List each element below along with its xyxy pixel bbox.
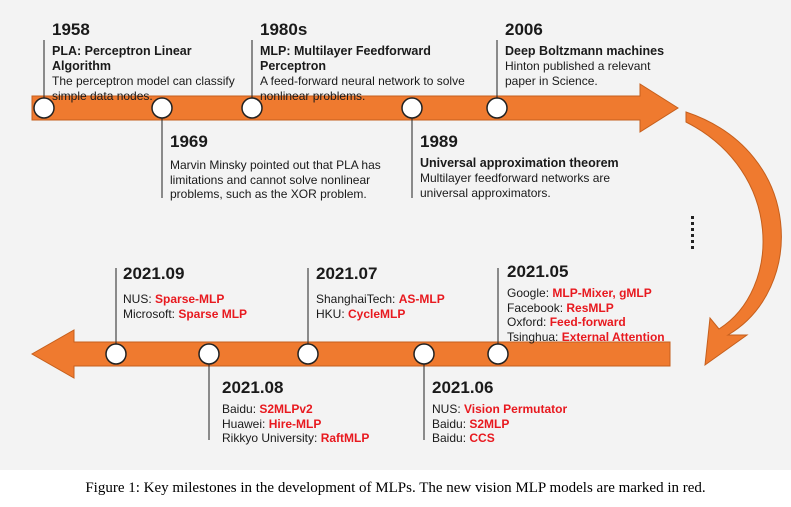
event-description-line: The perceptron model can classify xyxy=(52,74,235,88)
org-name: Google: xyxy=(507,286,553,300)
org-entry: ShanghaiTech: AS-MLP xyxy=(316,292,496,307)
event-year: 2021.06 xyxy=(432,378,494,397)
event-year: 2021.08 xyxy=(222,378,284,397)
ellipsis-icon xyxy=(691,216,694,249)
event-title: Deep Boltzmann machines xyxy=(505,44,665,58)
milestone-circle-2021-08 xyxy=(198,343,220,365)
event-2021-05: 2021.05 Google: MLP-Mixer, gMLP Facebook… xyxy=(507,262,697,344)
bottom-timeline-arrow xyxy=(30,329,671,379)
milestone-circle-1958 xyxy=(33,97,55,119)
event-year: 1958 xyxy=(52,20,90,39)
milestone-circle-2021-05 xyxy=(487,343,509,365)
event-year: 2021.07 xyxy=(316,264,378,283)
event-title: Universal approximation theorem xyxy=(420,156,619,170)
model-name: gMLP xyxy=(619,286,652,300)
model-name: RaftMLP xyxy=(320,431,370,445)
org-entry: HKU: CycleMLP xyxy=(316,307,496,322)
event-description-line: simple data nodes. xyxy=(52,88,153,103)
event-description-line: nonlinear problems. xyxy=(260,88,366,103)
event-description-line: Marvin Minsky pointed out that PLA has xyxy=(170,158,381,172)
model-name: S2MLPv2 xyxy=(259,402,313,416)
milestone-circle-2006 xyxy=(486,97,508,119)
org-name: Baidu: xyxy=(432,416,470,431)
top-timeline-arrow xyxy=(31,83,679,133)
org-name: Huawei: xyxy=(222,416,269,431)
model-name: Sparse-MLP xyxy=(155,292,225,306)
event-1980s: 1980s MLP: Multilayer Feedforward Percep… xyxy=(260,20,500,103)
model-name: MLP-Mixer xyxy=(552,286,613,300)
model-name: External Attention xyxy=(561,329,665,344)
org-entry: Oxford: Feed-forward xyxy=(507,315,697,330)
model-name: ResMLP xyxy=(566,300,614,315)
event-description-line: limitations and cannot solve nonlinear xyxy=(170,172,371,187)
org-name: HKU: xyxy=(316,306,349,321)
event-2021-09: 2021.09 NUS: Sparse-MLP Microsoft: Spars… xyxy=(123,264,303,321)
event-description-line: Multilayer feedforward networks are xyxy=(420,171,611,185)
org-entry: Huawei: Hire-MLP xyxy=(222,417,412,432)
model-name: Vision Permutator xyxy=(464,402,568,416)
figure-background xyxy=(0,0,791,470)
timeline-diagram xyxy=(0,0,791,470)
milestone-circle-1980s xyxy=(241,97,263,119)
event-title: MLP: Multilayer Feedforward Perceptron xyxy=(260,44,431,73)
org-name: Rikkyo University: xyxy=(222,431,321,445)
org-name: Baidu: xyxy=(432,431,470,445)
event-description-line: A feed-forward neural network to solve xyxy=(260,74,465,88)
event-year: 2006 xyxy=(505,20,543,39)
milestone-circle-2021-06 xyxy=(413,343,435,365)
model-name: CycleMLP xyxy=(348,306,406,321)
event-description-line: problems, such as the XOR problem. xyxy=(170,187,367,201)
event-1989: 1989 Universal approximation theorem Mul… xyxy=(420,132,630,200)
curved-connector-arrow xyxy=(685,111,782,367)
model-name: AS-MLP xyxy=(398,292,445,306)
figure-caption: Figure 1: Key milestones in the developm… xyxy=(85,480,706,496)
model-separator: , xyxy=(612,286,620,300)
milestone-circle-1969 xyxy=(151,97,173,119)
milestone-circle-1989 xyxy=(401,97,423,119)
org-entry: Baidu: S2MLP xyxy=(432,417,622,432)
event-description-line: universal approximators. xyxy=(420,185,551,200)
org-name: Facebook: xyxy=(507,300,567,315)
event-2021-06: 2021.06 NUS: Vision Permutator Baidu: S2… xyxy=(432,378,622,446)
event-year: 1969 xyxy=(170,132,208,151)
event-description-line: paper in Science. xyxy=(505,73,598,88)
event-description-line: Hinton published a relevant xyxy=(505,59,651,73)
org-entry: Microsoft: Sparse MLP xyxy=(123,307,303,322)
event-2021-08: 2021.08 Baidu: S2MLPv2 Huawei: Hire-MLP … xyxy=(222,378,412,446)
model-name: Hire-MLP xyxy=(268,416,322,431)
event-2021-07: 2021.07 ShanghaiTech: AS-MLP HKU: CycleM… xyxy=(316,264,496,321)
milestone-circle-2021-09 xyxy=(105,343,127,365)
model-name: CCS xyxy=(469,431,495,445)
org-name: Baidu: xyxy=(222,402,260,416)
event-2006: 2006 Deep Boltzmann machines Hinton publ… xyxy=(505,20,685,88)
model-name: S2MLP xyxy=(469,416,510,431)
org-name: Oxford: xyxy=(507,315,550,329)
org-name: Microsoft: xyxy=(123,306,179,321)
event-year: 1980s xyxy=(260,20,308,39)
org-entry: Baidu: CCS xyxy=(432,431,622,446)
event-title: PLA: Perceptron Linear Algorithm xyxy=(52,44,192,73)
org-name: NUS: xyxy=(432,402,465,416)
org-entry: Rikkyo University: RaftMLP xyxy=(222,431,412,446)
event-year: 1989 xyxy=(420,132,458,151)
org-entry: NUS: Sparse-MLP xyxy=(123,292,303,307)
model-name: Sparse MLP xyxy=(178,306,248,321)
event-1969: 1969 Marvin Minsky pointed out that PLA … xyxy=(170,132,410,202)
event-year: 2021.09 xyxy=(123,264,185,283)
event-1958: 1958 PLA: Perceptron Linear Algorithm Th… xyxy=(52,20,252,103)
org-entry: Google: MLP-Mixer, gMLP xyxy=(507,286,697,301)
milestone-circle-2021-07 xyxy=(297,343,319,365)
event-year: 2021.05 xyxy=(507,262,569,281)
org-entry: NUS: Vision Permutator xyxy=(432,402,622,417)
org-name: Tsinghua: xyxy=(507,329,562,344)
org-name: ShanghaiTech: xyxy=(316,292,399,306)
org-entry: Baidu: S2MLPv2 xyxy=(222,402,412,417)
model-name: Feed-forward xyxy=(549,315,626,329)
org-name: NUS: xyxy=(123,292,156,306)
org-entry: Facebook: ResMLP xyxy=(507,301,697,316)
org-entry: Tsinghua: External Attention xyxy=(507,330,697,345)
